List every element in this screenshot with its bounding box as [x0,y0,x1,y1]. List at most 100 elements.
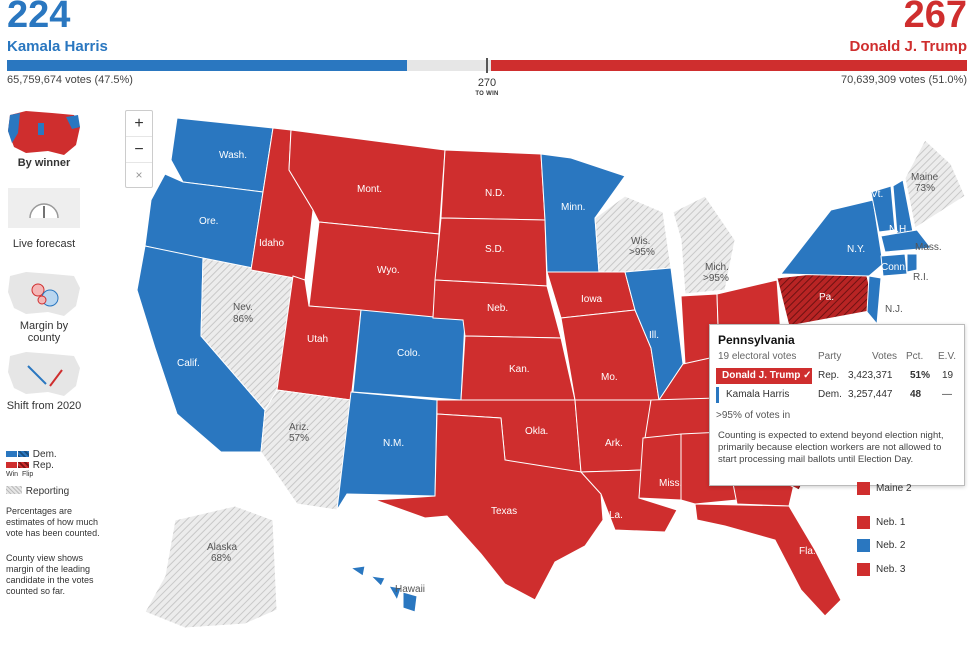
label-conn: Conn. [881,262,908,273]
state-michigan[interactable] [672,195,736,295]
by-winner-thumbnail-icon [8,111,80,155]
state-vermont[interactable] [870,185,896,233]
tooltip-state-name: Pennsylvania [718,333,795,347]
percentages-note: Percentages are estimates of how much vo… [6,506,100,538]
state-arizona[interactable] [260,389,352,511]
tooltip-rep-name: Donald J. Trump ✓ [716,368,812,384]
label-okla: Okla. [525,426,548,437]
tooltip-row-dem: Kamala Harris Dem. 3,257,447 48 — [716,387,958,403]
tooltip-pct-header: Pct. [906,351,924,362]
tooltip-rep-ev: 19 [942,370,954,381]
rep-popular-vote: 70,639,309 votes (51.0%) [841,74,967,86]
dem-electoral-votes: 224 [7,0,71,36]
legend-rep: Rep. [32,460,54,471]
label-minn: Minn. [561,202,585,213]
label-nev-pct: 86% [233,314,253,325]
label-ore: Ore. [199,216,218,227]
state-alaska[interactable] [144,505,278,629]
county-bubble-icon [8,272,80,316]
state-mississippi[interactable] [638,433,682,501]
state-wyoming[interactable] [308,221,440,319]
zoom-in-button[interactable]: + [126,111,152,137]
view-live-forecast[interactable]: Live forecast [4,186,84,250]
tooltip-dem-marker [716,387,719,403]
view-margin-by-county[interactable]: Margin by county [4,268,84,344]
label-mo: Mo. [601,372,618,383]
state-new-jersey[interactable] [866,275,882,326]
label-colo: Colo. [397,348,420,359]
label-miss: Miss. [659,478,682,489]
dem-win-swatch [6,451,17,457]
win-threshold-label: TO WIN [475,91,499,97]
dem-popular-vote: 65,759,674 votes (47.5%) [7,74,133,86]
dem-bar [7,60,407,71]
label-ariz-pct: 57% [289,433,309,444]
win-threshold-number: 270 [477,77,497,89]
neb1-label: Neb. 1 [876,517,906,529]
legend-reporting: Reporting [25,486,70,497]
maine2-swatch [857,482,870,495]
rep-candidate-name: Donald J. Trump [849,38,967,55]
tooltip-dem-name: Kamala Harris [726,389,790,400]
state-new-york[interactable] [779,199,884,277]
zoom-controls: + − × [125,110,153,188]
tooltip-ev-header: E.V. [938,351,956,362]
district-neb-2[interactable]: Neb. 2 [857,539,905,552]
view-shift-from-2020[interactable]: Shift from 2020 [4,348,84,412]
zoom-reset-button[interactable]: × [135,168,143,182]
tooltip-header-row: 19 electoral votes Party Votes Pct. E.V. [716,349,958,365]
neb1-swatch [857,516,870,529]
label-fla: Fla. [799,546,816,557]
tooltip-row-rep: Donald J. Trump ✓ Rep. 3,423,371 51% 19 [716,368,958,384]
tooltip-dem-party: Dem. [818,389,842,400]
state-florida[interactable] [694,503,842,617]
label-maine-pct: 73% [915,183,935,194]
label-utah: Utah [307,334,328,345]
tooltip-rep-party: Rep. [818,370,840,381]
tooltip-rep-pct: 51% [910,370,931,381]
neb3-swatch [857,563,870,576]
label-wyo: Wyo. [377,265,400,276]
label-idaho: Idaho [259,238,284,249]
tooltip-dem-ev: — [942,389,952,400]
label-hawaii: Hawaii [395,584,425,595]
tooltip-dem-votes: 3,257,447 [848,389,893,400]
tooltip-party-header: Party [818,351,842,362]
rep-bar [490,60,967,71]
label-texas: Texas [491,506,517,517]
state-new-mexico[interactable] [336,391,438,511]
label-nev: Nev. [233,302,253,313]
rep-flip-swatch [18,462,29,468]
district-neb-3[interactable]: Neb. 3 [857,563,905,576]
label-vt: Vt. [871,189,883,200]
state-connecticut[interactable] [880,253,908,277]
state-texas[interactable] [374,413,604,601]
label-maine: Maine [911,172,939,183]
zoom-out-button[interactable]: − [126,137,152,163]
neb2-swatch [857,539,870,552]
legend-flip: Flip [21,471,34,478]
state-wisconsin[interactable] [594,195,672,273]
state-maine[interactable] [904,139,966,229]
label-sd: S.D. [485,244,504,255]
state-rhode-island[interactable] [906,253,918,273]
label-nh: N.H. [889,224,909,235]
state-arkansas[interactable] [574,399,652,473]
forecast-grid-icon [8,188,80,228]
legend-win: Win [6,471,19,478]
label-mont: Mont. [357,184,382,195]
state-north-dakota[interactable] [440,149,546,221]
state-hawaii[interactable] [349,565,418,613]
district-maine-2[interactable]: Maine 2 [857,482,912,495]
maine2-label: Maine 2 [876,483,912,495]
label-wash: Wash. [219,150,247,161]
dem-candidate-name: Kamala Harris [7,38,108,55]
label-mich-pct: >95% [703,273,729,284]
view-by-winner[interactable]: By winner [4,107,84,169]
state-tooltip: Pennsylvania 19 electoral votes Party Vo… [709,324,965,486]
dem-flip-swatch [18,451,29,457]
label-kan: Kan. [509,364,530,375]
district-neb-1[interactable]: Neb. 1 [857,516,905,529]
state-massachusetts[interactable] [880,229,932,253]
label-ri: R.I. [913,272,929,283]
